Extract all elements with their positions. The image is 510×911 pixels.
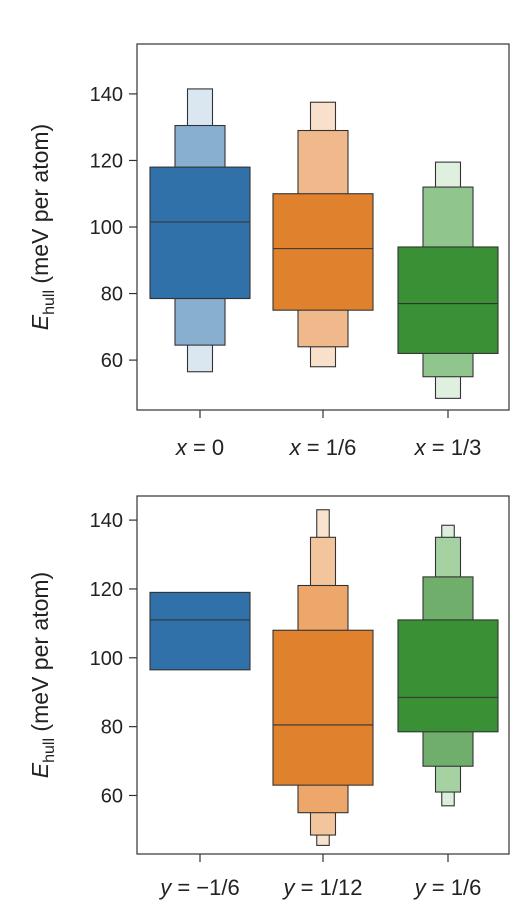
category-label: y = −1/6 <box>158 875 240 900</box>
boxen-level-1 <box>272 193 374 311</box>
y-axis-label: Ehull (meV per atom) <box>27 572 58 778</box>
chart-panel-2: 60 80 100 120 140 Ehull (meV per atom) y = −1/… <box>27 495 510 900</box>
y-tick-label: 80 <box>101 284 123 306</box>
y-tick-label: 140 <box>90 84 123 106</box>
boxen-level-1 <box>397 246 499 354</box>
y-tick-label: 80 <box>101 717 123 739</box>
category-label: x = 1/6 <box>289 435 357 460</box>
y-tick-label: 100 <box>90 217 123 239</box>
category-label: x = 1/3 <box>414 435 482 460</box>
y-tick-label: 60 <box>101 785 123 807</box>
y-tick-label: 120 <box>90 579 123 601</box>
boxen-level-1 <box>149 591 251 671</box>
category-label: y = 1/6 <box>413 875 482 900</box>
boxen-level-1 <box>149 166 251 300</box>
chart-panel-1: 60 80 100 120 140 Ehull (meV per atom) x = 0 x … <box>27 43 510 460</box>
y-axis-label: Ehull (meV per atom) <box>27 124 58 330</box>
y-tick-label: 140 <box>90 510 123 532</box>
y-tick-label: 60 <box>101 350 123 372</box>
boxen-level-1 <box>272 629 374 786</box>
y-tick-label: 100 <box>90 648 123 670</box>
category-label: x = 0 <box>175 435 224 460</box>
boxen-level-1 <box>397 619 499 733</box>
y-tick-label: 120 <box>90 150 123 172</box>
category-label: y = 1/12 <box>282 875 363 900</box>
